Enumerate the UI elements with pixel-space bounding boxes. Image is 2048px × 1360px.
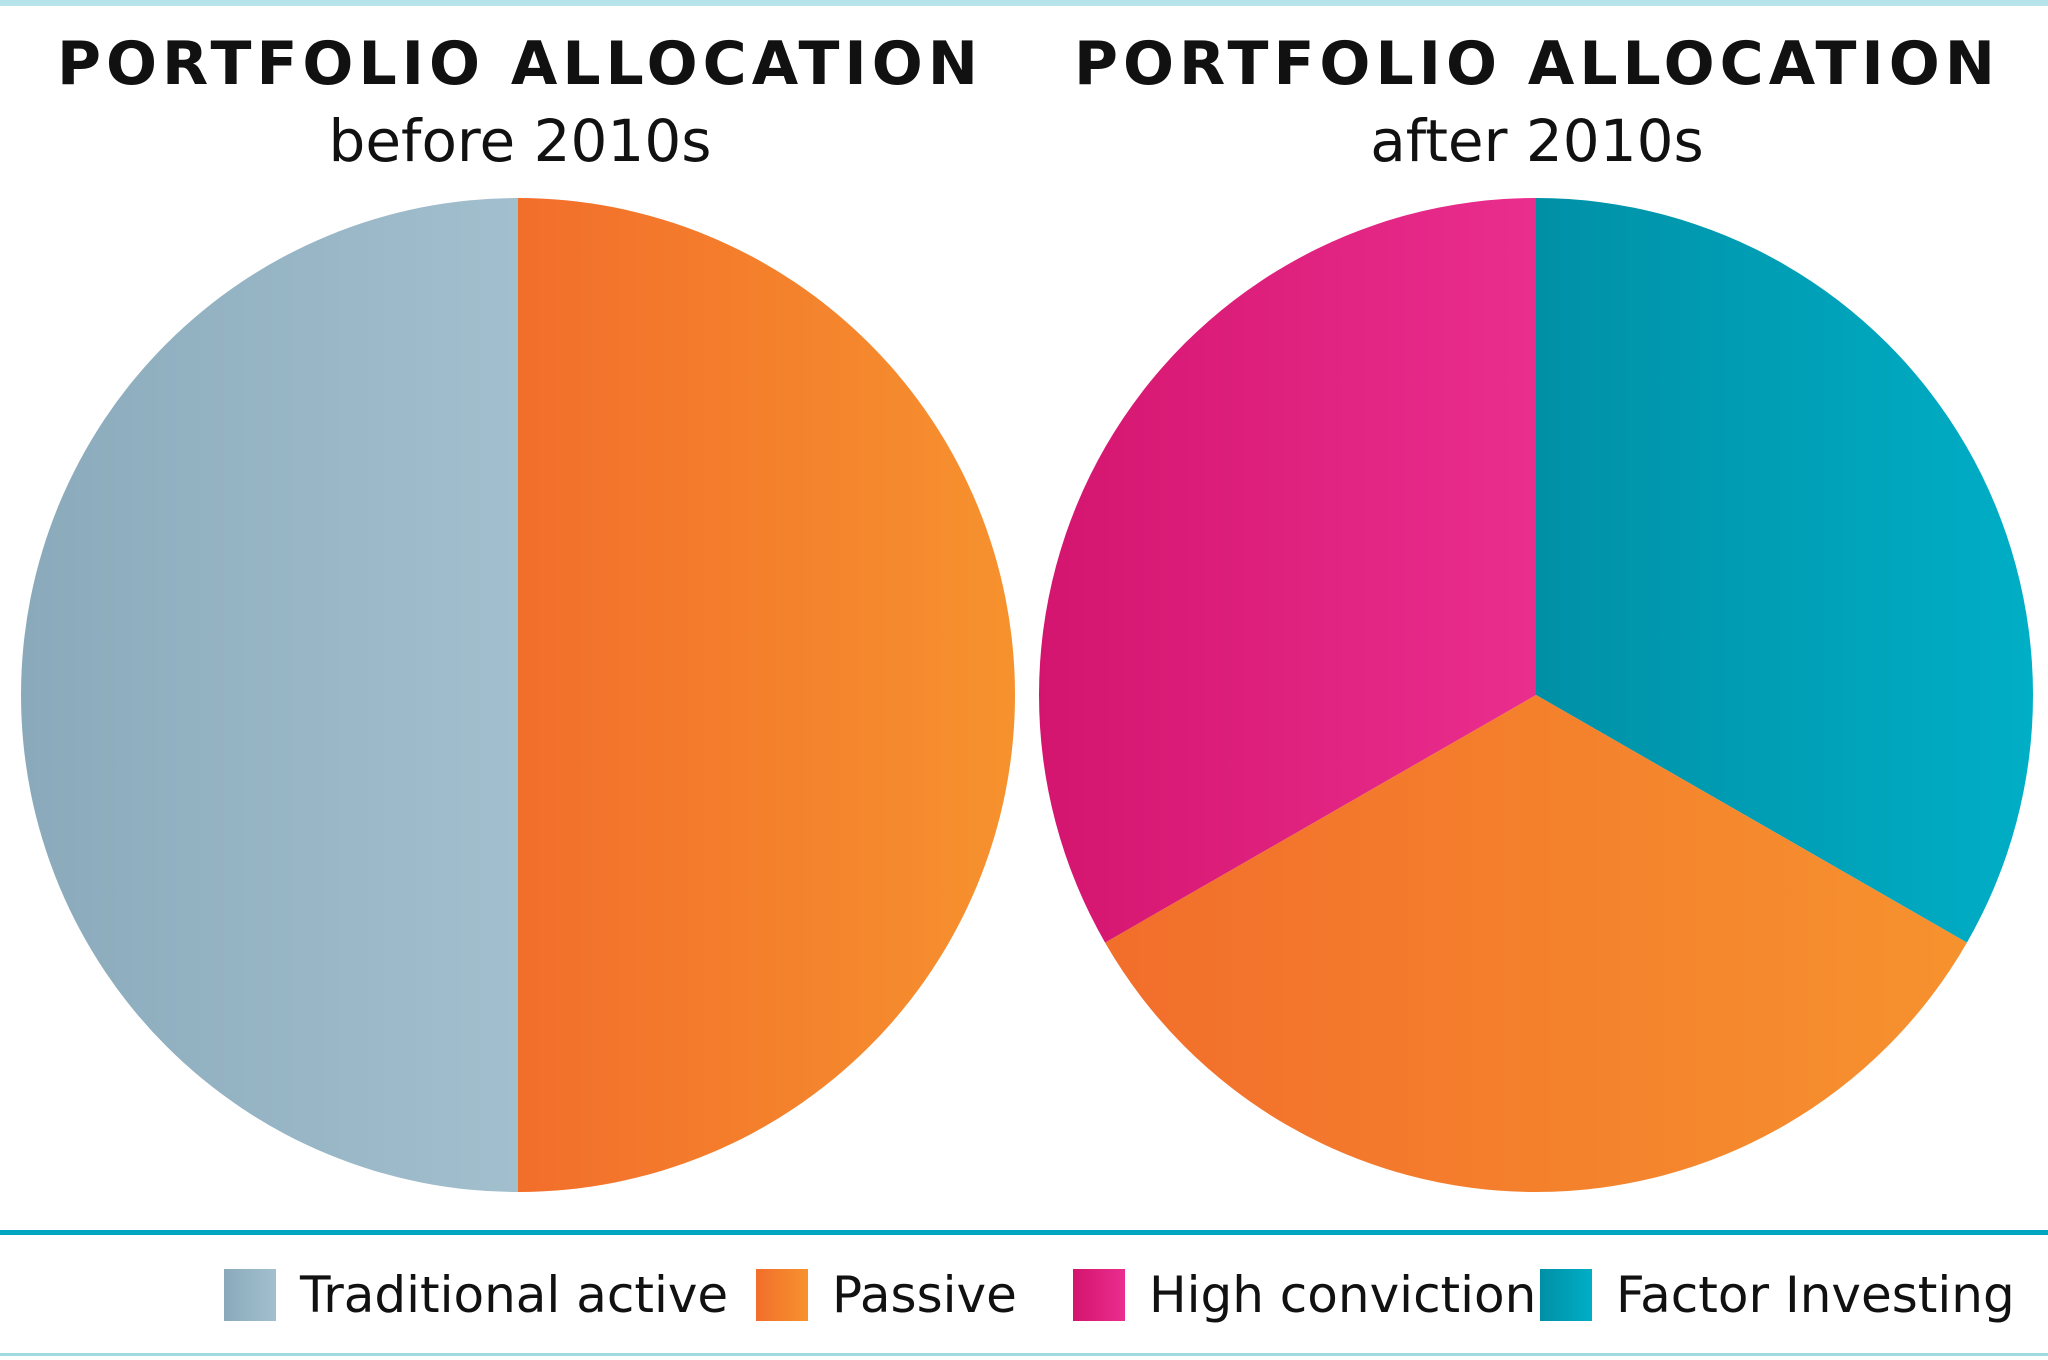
pie-slice-factor-investing <box>1536 198 2033 943</box>
legend-item-passive: Passive <box>756 1260 1017 1330</box>
legend-item-high-conviction: High conviction <box>1073 1260 1536 1330</box>
legend-swatch-traditional-active <box>224 1269 276 1321</box>
pie-slice-passive <box>1105 695 1967 1192</box>
legend-label-passive: Passive <box>832 1266 1017 1324</box>
legend: Traditional active Passive High convicti… <box>0 1260 2048 1330</box>
chart-subtitle-before: before 2010s <box>328 107 712 175</box>
pie-slice-traditional-active <box>21 198 518 1192</box>
chart-title-after: PORTFOLIO ALLOCATION <box>1074 29 2000 99</box>
chart-subtitle-after: after 2010s <box>1370 107 1704 175</box>
legend-item-factor-investing: Factor Investing <box>1540 1260 2015 1330</box>
pie-charts <box>21 198 2033 1192</box>
pie-before <box>21 198 1015 1192</box>
legend-swatch-passive <box>756 1269 808 1321</box>
legend-rule-bottom <box>0 1353 2048 1356</box>
pie-slice-high-conviction <box>1039 198 1536 943</box>
chart-title-before: PORTFOLIO ALLOCATION <box>57 29 983 99</box>
top-rule <box>0 0 2048 6</box>
legend-rule-top <box>0 1230 2048 1235</box>
legend-item-traditional-active: Traditional active <box>224 1260 728 1330</box>
legend-label-traditional-active: Traditional active <box>300 1266 729 1324</box>
legend-label-factor-investing: Factor Investing <box>1616 1266 2015 1324</box>
pie-slice-passive <box>518 198 1015 1192</box>
legend-swatch-high-conviction <box>1073 1269 1125 1321</box>
legend-label-high-conviction: High conviction <box>1149 1266 1537 1324</box>
pie-after <box>1039 198 2033 1192</box>
legend-swatch-factor-investing <box>1540 1269 1592 1321</box>
